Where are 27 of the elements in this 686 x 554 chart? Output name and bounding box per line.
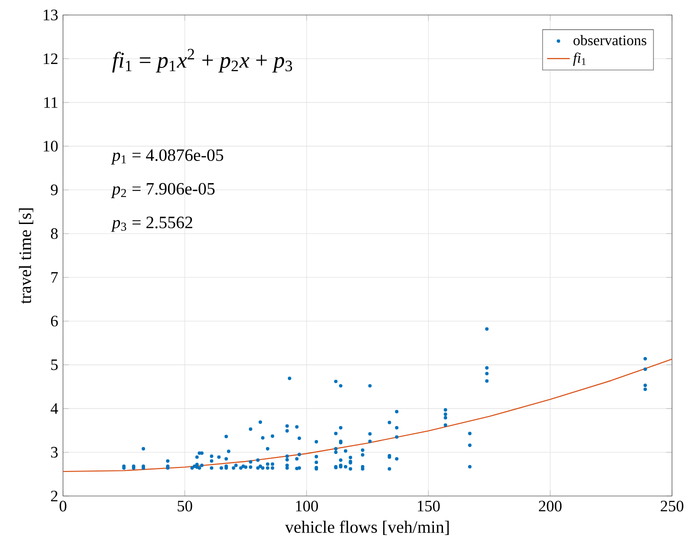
x-tick-label: 150 (418, 500, 440, 512)
x-tick-label: 250 (660, 500, 684, 512)
y-tick-label: 3 (51, 446, 58, 458)
x-axis-title: vehicle flows [veh/min] (285, 520, 449, 536)
text: fi$_{1}$ = p$_{1}$x$^{2}$ + p$_{2}$x + p$_{3}$ (112, 48, 292, 72)
line-series (63, 358, 672, 472)
x-tick-label: 100 (296, 500, 318, 512)
y-tick-label: 12 (44, 53, 58, 64)
annotation: p$_{2}$ = 7.906e-05 (110, 182, 215, 198)
y-tick-label: 8 (50, 228, 58, 239)
legend-label: observations (574, 35, 646, 46)
y-tick-label: 7 (51, 272, 58, 283)
legend-label: fi$_{1}$ (573, 52, 586, 66)
y-tick-label: 6 (51, 316, 58, 326)
y-tick-label: 10 (44, 140, 58, 152)
y-tick-label: 11 (44, 97, 58, 108)
x-tick-label: 200 (538, 500, 562, 512)
y-tick-label: 9 (50, 184, 58, 196)
y-axis-title: travel time [s] (18, 208, 34, 304)
x-tick-label: 50 (178, 500, 192, 512)
annotation: p$_{1}$ = 4.0876e-05 (110, 149, 224, 164)
x-tick-label: 0 (60, 500, 66, 512)
y-tick-label: 4 (50, 403, 58, 414)
y-tick-label: 5 (51, 360, 58, 370)
y-tick-label: 2 (51, 490, 58, 502)
y-tick-label: 13 (44, 10, 58, 20)
annotation: p$_{3}$ = 2.5562 (110, 216, 192, 232)
